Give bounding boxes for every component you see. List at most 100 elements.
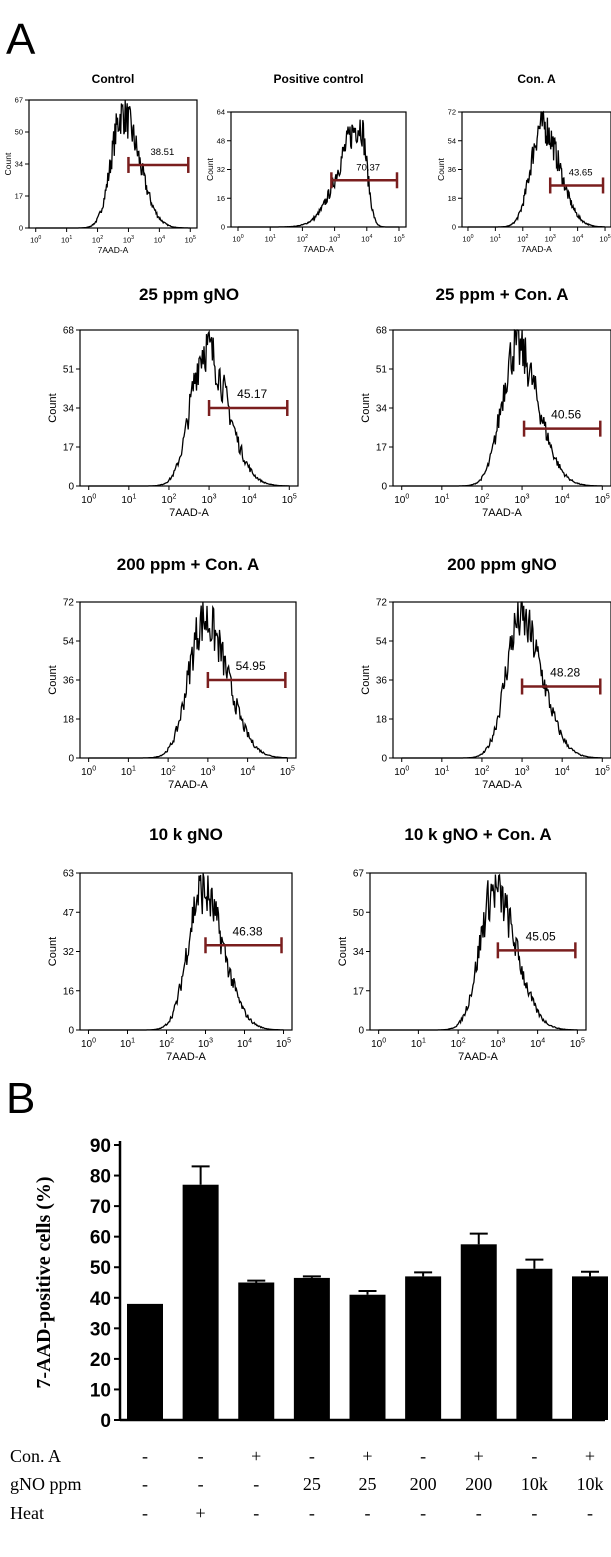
x-tick-label: 103 [515,494,530,507]
y-tick-label: 63 [63,869,75,880]
y-tick-label: 0 [68,1026,74,1037]
x-tick-label: 100 [462,234,473,243]
condition-cell: - [253,1503,259,1523]
y-tick-label: 0 [381,754,387,765]
histogram-trace [401,601,603,759]
histogram-trace [468,110,605,228]
x-tick-label: 102 [517,234,528,243]
x-tick-label: 104 [154,235,165,244]
y-axis-label: Count [3,152,13,175]
bar-9 [572,1276,608,1420]
y-tick-label: 68 [63,326,75,337]
plot-frame [392,601,611,759]
histogram-panel-9: 10 k gNO + Con. A 0 17 34 50 67 Count 100 101 102… [337,825,587,1063]
y-axis-label: Count [47,665,59,694]
x-tick-label: 101 [490,234,501,243]
x-axis-label: 7AAD-A [168,779,208,791]
y-tick-label: 18 [63,715,75,726]
condition-cell: + [196,1503,206,1523]
histogram-panel-1: Control 0 17 34 50 67 Count 100 101 102 103 104 105 7… [3,72,198,255]
gate-percentage: 38.51 [150,147,174,158]
condition-cell: - [476,1503,482,1523]
y-tick-label: 54 [376,637,388,648]
y-tick-label: 51 [376,365,388,376]
x-tick-label: 101 [265,234,276,243]
x-tick-label: 101 [121,766,136,779]
y-tick-label: 72 [376,598,388,609]
histogram-panel-2: Positive control 0 16 32 48 64 Count 100 101 102 1… [205,72,407,254]
condition-cell: - [142,1446,148,1466]
x-tick-label: 104 [361,234,372,243]
x-tick-label: 100 [371,1038,386,1051]
bar-y-tick-label: 60 [90,1228,111,1249]
histogram-panel-4: 25 ppm gNO 0 17 34 51 68 Count 100 101 102 103 104 1… [47,285,299,519]
condition-cell: - [531,1446,537,1466]
gate-percentage: 46.38 [232,924,262,938]
x-tick-label: 102 [474,494,489,507]
y-tick-label: 32 [63,947,75,958]
y-tick-label: 54 [63,637,75,648]
x-axis-label: 7AAD-A [521,244,552,254]
y-tick-label: 17 [353,986,365,997]
y-tick-label: 67 [353,869,365,880]
histogram-panel-7: 200 ppm gNO 0 18 36 54 72 Count 100 101 102 103 104… [360,555,611,791]
bar-y-tick-label: 40 [90,1289,111,1310]
condition-cell: + [251,1446,261,1466]
y-tick-label: 34 [63,404,75,415]
condition-cell: + [474,1446,484,1466]
gate-percentage: 45.17 [237,387,267,401]
y-tick-label: 34 [353,947,365,958]
histogram-trace [238,119,399,228]
y-tick-label: 16 [63,986,75,997]
y-tick-label: 50 [353,908,365,919]
x-tick-label: 102 [474,766,489,779]
x-tick-label: 101 [434,494,449,507]
bar-y-tick-label: 50 [90,1258,111,1279]
x-axis-label: 7AAD-A [482,507,522,519]
y-tick-label: 34 [15,160,23,169]
histogram-panel-8: 10 k gNO 0 16 32 47 63 Count 100 101 102 103 104 105… [47,825,293,1063]
y-tick-label: 17 [376,443,388,454]
x-axis-label: 7AAD-A [169,507,209,519]
x-axis-label: 7AAD-A [98,245,129,255]
x-tick-label: 104 [555,494,570,507]
y-tick-label: 72 [63,598,75,609]
y-tick-label: 0 [19,224,23,233]
x-tick-label: 101 [61,235,72,244]
x-tick-label: 100 [81,766,96,779]
condition-cell: 25 [303,1474,321,1494]
condition-row-label: Con. A [10,1446,61,1466]
histogram-trace [88,873,284,1031]
condition-cell: 25 [359,1474,377,1494]
y-tick-label: 68 [376,326,388,337]
x-tick-label: 102 [161,494,176,507]
y-tick-label: 16 [217,194,225,203]
condition-cell: - [253,1474,259,1494]
y-tick-label: 48 [217,136,225,145]
x-tick-label: 104 [555,766,570,779]
y-tick-label: 36 [448,165,456,174]
x-tick-label: 100 [394,494,409,507]
x-tick-label: 103 [123,235,134,244]
y-tick-label: 36 [376,676,388,687]
x-tick-label: 102 [92,235,103,244]
y-axis-label: Count [436,158,446,181]
histogram-title: 200 ppm + Con. A [117,555,259,574]
x-tick-label: 105 [595,494,610,507]
y-tick-label: 64 [217,108,225,117]
y-tick-label: 32 [217,165,225,174]
histogram-trace [88,601,288,759]
y-tick-label: 50 [15,128,23,137]
bar-y-tick-label: 90 [90,1136,111,1157]
bar-y-tick-label: 70 [90,1197,111,1218]
condition-cell: - [420,1446,426,1466]
histogram-panel-6: 200 ppm + Con. A 0 18 36 54 72 Count 100 101 102 1… [47,555,297,791]
x-tick-label: 101 [121,494,136,507]
y-tick-label: 17 [15,192,23,201]
bar-7 [460,1244,497,1420]
bar-y-tick-label: 10 [90,1380,111,1401]
condition-cell: - [142,1503,148,1523]
gate-percentage: 54.95 [236,659,266,673]
y-tick-label: 0 [68,482,74,493]
